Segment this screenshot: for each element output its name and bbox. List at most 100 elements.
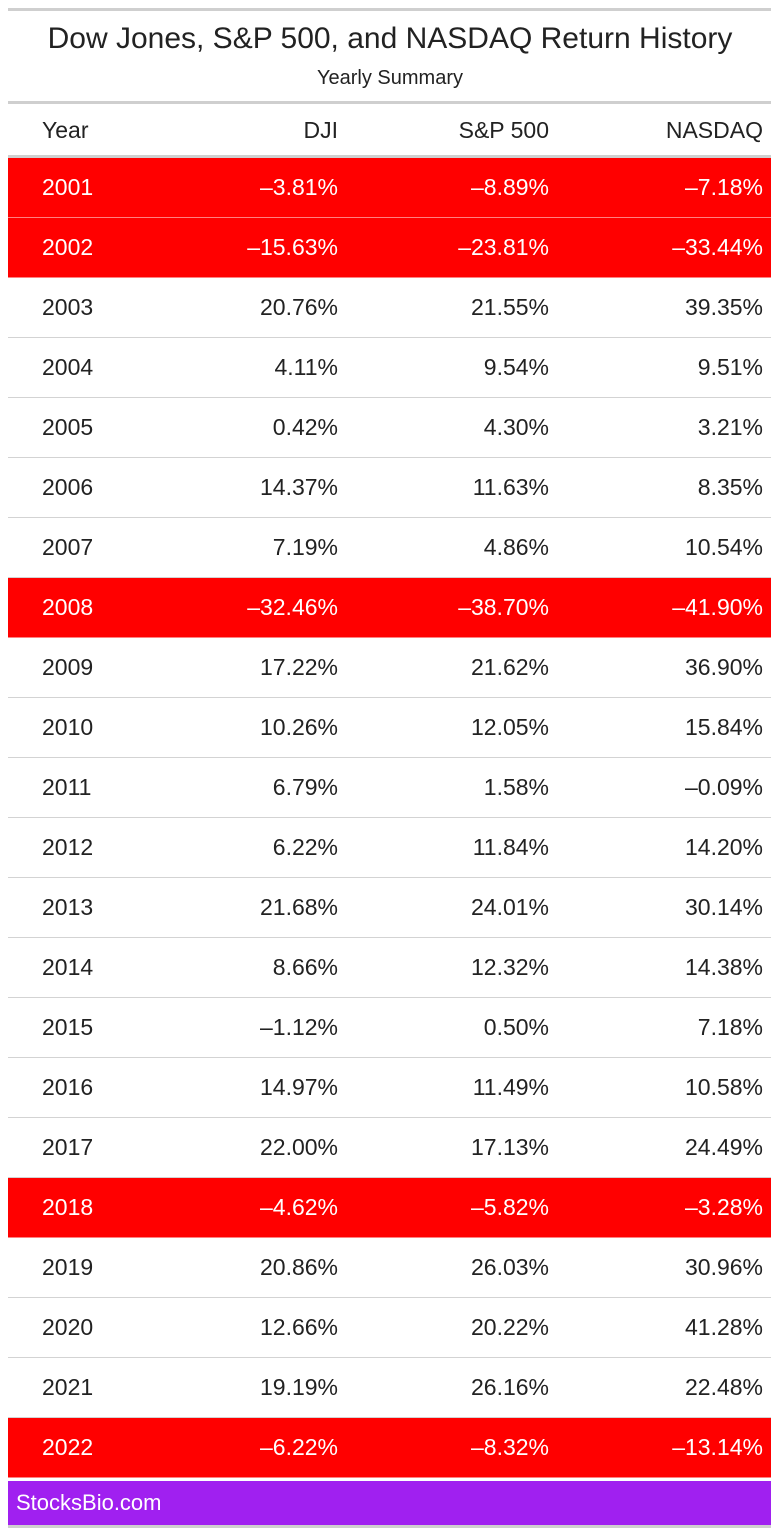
cell-year: 2012 (42, 834, 94, 860)
cell-sp500: 17.13% (470, 1134, 549, 1160)
cell-sp500: –8.32% (470, 1434, 549, 1460)
table-row: 2005 0.42% 4.30% 3.21% (8, 398, 771, 458)
page-subtitle: Yearly Summary (317, 67, 463, 89)
cell-dji: 19.19% (259, 1374, 338, 1400)
table-row: 2017 22.00% 17.13% 24.49% (8, 1118, 771, 1178)
cell-dji: –32.46% (247, 594, 338, 620)
table-row: 2020 12.66% 20.22% 41.28% (8, 1298, 771, 1358)
top-rule (8, 8, 771, 11)
footer-banner: StocksBio.com (8, 1481, 771, 1525)
cell-year: 2006 (42, 474, 94, 500)
table-row: 2018 –4.62% –5.82% –3.28% (8, 1178, 771, 1238)
cell-year: 2011 (42, 774, 92, 800)
table-row: 2016 14.97% 11.49% 10.58% (8, 1058, 771, 1118)
cell-nasdaq: –13.14% (672, 1434, 763, 1460)
cell-sp500: 4.86% (483, 534, 549, 560)
cell-year: 2009 (42, 654, 94, 680)
table-row: 2001 –3.81% –8.89% –7.18% (8, 158, 771, 218)
cell-year: 2019 (42, 1254, 94, 1280)
cell-year: 2004 (42, 354, 94, 380)
cell-sp500: 26.16% (470, 1374, 549, 1400)
column-header-nasdaq: NASDAQ (665, 116, 763, 143)
cell-sp500: 11.63% (472, 474, 549, 500)
cell-nasdaq: 14.20% (684, 834, 763, 860)
cell-dji: 14.37% (259, 474, 338, 500)
cell-year: 2005 (42, 414, 94, 440)
cell-nasdaq: 30.96% (684, 1254, 763, 1280)
column-header-dji: DJI (303, 116, 339, 143)
cell-nasdaq: 10.58% (684, 1074, 763, 1100)
cell-dji: 20.86% (259, 1254, 338, 1280)
cell-year: 2021 (42, 1374, 94, 1400)
header-bottom-rule (8, 155, 771, 158)
column-header-year: Year (42, 116, 89, 143)
table-row: 2021 19.19% 26.16% 22.48% (8, 1358, 771, 1418)
table-row: 2004 4.11% 9.54% 9.51% (8, 338, 771, 398)
cell-dji: –1.12% (259, 1014, 338, 1040)
cell-sp500: –8.89% (470, 174, 549, 200)
table-row: 2009 17.22% 21.62% 36.90% (8, 638, 771, 698)
bottom-rule (8, 1525, 771, 1528)
table-row: 2006 14.37% 11.63% 8.35% (8, 458, 771, 518)
table-row: 2015 –1.12% 0.50% 7.18% (8, 998, 771, 1058)
table-row: 2011 6.79% 1.58% –0.09% (8, 758, 771, 818)
cell-year: 2018 (42, 1194, 94, 1220)
cell-nasdaq: 10.54% (684, 534, 763, 560)
cell-sp500: 12.32% (470, 954, 549, 980)
table-row: 2003 20.76% 21.55% 39.35% (8, 278, 771, 338)
cell-dji: 17.22% (259, 654, 338, 680)
table-row: 2007 7.19% 4.86% 10.54% (8, 518, 771, 578)
cell-sp500: 11.49% (472, 1074, 549, 1100)
cell-sp500: 21.62% (470, 654, 549, 680)
cell-dji: 0.42% (272, 414, 338, 440)
cell-nasdaq: –0.09% (684, 774, 763, 800)
cell-sp500: –38.70% (458, 594, 549, 620)
cell-year: 2020 (42, 1314, 94, 1340)
cell-year: 2014 (42, 954, 94, 980)
cell-nasdaq: –41.90% (672, 594, 763, 620)
cell-nasdaq: 30.14% (684, 894, 763, 920)
cell-dji: 6.79% (272, 774, 338, 800)
cell-nasdaq: 41.28% (684, 1314, 763, 1340)
cell-year: 2010 (42, 714, 94, 740)
cell-dji: 8.66% (272, 954, 338, 980)
page-title: Dow Jones, S&P 500, and NASDAQ Return Hi… (47, 22, 733, 55)
table-header-row: Year DJI S&P 500 NASDAQ (8, 104, 771, 156)
cell-sp500: –23.81% (458, 234, 549, 260)
table-row: 2008 –32.46% –38.70% –41.90% (8, 578, 771, 638)
cell-dji: 6.22% (272, 834, 338, 860)
header-top-rule (8, 101, 771, 104)
cell-dji: –3.81% (259, 174, 338, 200)
cell-sp500: 12.05% (470, 714, 549, 740)
cell-sp500: 24.01% (470, 894, 549, 920)
cell-nasdaq: –3.28% (684, 1194, 763, 1220)
table-body: 2001 –3.81% –8.89% –7.18% 2002 –15.63% –23.81%… (8, 158, 771, 1478)
cell-nasdaq: 3.21% (697, 414, 763, 440)
cell-nasdaq: 39.35% (684, 294, 763, 320)
cell-year: 2016 (42, 1074, 94, 1100)
cell-sp500: 9.54% (483, 354, 549, 380)
cell-sp500: 0.50% (483, 1014, 549, 1040)
cell-nasdaq: 22.48% (684, 1374, 763, 1400)
cell-nasdaq: 14.38% (684, 954, 763, 980)
cell-year: 2002 (42, 234, 94, 260)
cell-dji: –15.63% (247, 234, 338, 260)
cell-dji: 12.66% (259, 1314, 338, 1340)
cell-nasdaq: 36.90% (684, 654, 763, 680)
cell-sp500: 26.03% (470, 1254, 549, 1280)
cell-nasdaq: 9.51% (697, 354, 763, 380)
cell-sp500: 11.84% (472, 834, 549, 860)
cell-year: 2015 (42, 1014, 94, 1040)
cell-year: 2017 (42, 1134, 94, 1160)
cell-year: 2022 (42, 1434, 94, 1460)
cell-nasdaq: 7.18% (697, 1014, 763, 1040)
cell-year: 2003 (42, 294, 94, 320)
cell-dji: 21.68% (259, 894, 338, 920)
cell-year: 2008 (42, 594, 94, 620)
cell-nasdaq: 24.49% (684, 1134, 763, 1160)
cell-sp500: 4.30% (483, 414, 549, 440)
footer-source-text: StocksBio.com (16, 1490, 162, 1515)
table-row: 2014 8.66% 12.32% 14.38% (8, 938, 771, 998)
cell-sp500: 1.58% (483, 774, 549, 800)
